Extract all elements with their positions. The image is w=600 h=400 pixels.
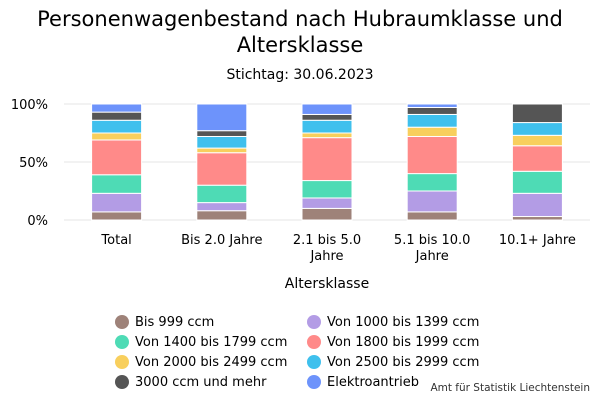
bar-segment bbox=[196, 103, 248, 132]
chart-title: Personenwagenbestand nach Hubraumklasse … bbox=[37, 7, 563, 57]
legend-swatch bbox=[115, 315, 129, 329]
bar-segment bbox=[196, 135, 248, 149]
bar-segment bbox=[511, 216, 563, 221]
legend-item[interactable]: Von 2500 bis 2999 ccm bbox=[307, 353, 507, 371]
bar-segment bbox=[511, 192, 563, 218]
legend-item[interactable]: Von 2000 bis 2499 ccm bbox=[115, 353, 307, 371]
legend-label: Von 2500 bis 2999 ccm bbox=[327, 354, 480, 370]
bar-segment bbox=[301, 207, 353, 221]
bar-segment bbox=[91, 139, 143, 176]
bar-segment bbox=[406, 135, 458, 175]
chart-subtitle: Stichtag: 30.06.2023 bbox=[226, 67, 374, 83]
legend-item[interactable]: Von 1400 bis 1799 ccm bbox=[115, 333, 307, 351]
legend-swatch bbox=[307, 315, 321, 329]
bar-segment bbox=[511, 145, 563, 172]
bar-segment bbox=[91, 211, 143, 221]
bar-segment bbox=[511, 170, 563, 194]
bar-segment bbox=[196, 210, 248, 221]
bar-segment bbox=[406, 113, 458, 128]
bar-segment bbox=[196, 184, 248, 204]
legend-item[interactable]: Elektroantrieb bbox=[307, 373, 507, 391]
legend-swatch bbox=[115, 355, 129, 369]
legend-label: 3000 ccm und mehr bbox=[135, 374, 267, 390]
x-tick-label: Bis 2.0 Jahre bbox=[181, 233, 262, 248]
bar-segment bbox=[406, 106, 458, 115]
bar-segment bbox=[91, 103, 143, 113]
bar-segment bbox=[301, 103, 353, 115]
bar-segment bbox=[91, 132, 143, 141]
bar-segment bbox=[301, 113, 353, 121]
legend-label: Von 2000 bis 2499 ccm bbox=[135, 354, 288, 370]
bar-segment bbox=[91, 192, 143, 213]
legend-swatch bbox=[307, 335, 321, 349]
legend-label: Von 1400 bis 1799 ccm bbox=[135, 334, 288, 350]
y-tick-label: 0% bbox=[27, 214, 48, 229]
legend-label: Bis 999 ccm bbox=[135, 314, 215, 330]
bar-segment bbox=[196, 152, 248, 186]
bar-segment bbox=[301, 180, 353, 199]
bar-segment bbox=[91, 119, 143, 134]
y-tick-label: 100% bbox=[11, 98, 48, 113]
bar-segment bbox=[406, 211, 458, 221]
legend-label: Elektroantrieb bbox=[327, 374, 419, 390]
bar-segment bbox=[406, 190, 458, 213]
legend-swatch bbox=[115, 335, 129, 349]
bar-segment bbox=[91, 174, 143, 194]
legend-item[interactable]: Von 1000 bis 1399 ccm bbox=[307, 313, 507, 331]
bar-segment bbox=[511, 103, 563, 124]
bar-segment bbox=[196, 202, 248, 212]
x-tick-label: 5.1 bis 10.0 Jahre bbox=[394, 233, 471, 264]
legend-item[interactable]: Von 1800 bis 1999 ccm bbox=[307, 333, 507, 351]
x-tick-label: Total bbox=[100, 233, 131, 248]
bar-segment bbox=[301, 197, 353, 209]
source-credit: Amt für Statistik Liechtenstein bbox=[430, 382, 590, 394]
legend-label: Von 1800 bis 1999 ccm bbox=[327, 334, 480, 350]
bar-segment bbox=[511, 122, 563, 136]
legend-swatch bbox=[115, 375, 129, 389]
bar-segment bbox=[196, 130, 248, 137]
bar-segment bbox=[301, 119, 353, 134]
bar-segment bbox=[301, 132, 353, 139]
legend-item[interactable]: 3000 ccm und mehr bbox=[115, 373, 307, 391]
bar-segment bbox=[406, 103, 458, 108]
bar-segment bbox=[301, 137, 353, 182]
x-axis-label: Altersklasse bbox=[285, 276, 369, 292]
y-tick-label: 50% bbox=[19, 156, 48, 171]
bar-segment bbox=[91, 111, 143, 121]
legend-label: Von 1000 bis 1399 ccm bbox=[327, 314, 480, 330]
bar-segment bbox=[196, 147, 248, 154]
bar-segment bbox=[406, 126, 458, 137]
legend-swatch bbox=[307, 375, 321, 389]
bar-segment bbox=[406, 173, 458, 192]
legend-item[interactable]: Bis 999 ccm bbox=[115, 313, 307, 331]
x-tick-label: 2.1 bis 5.0 Jahre bbox=[293, 233, 361, 264]
chart-legend: Bis 999 ccm Von 1000 bis 1399 ccm Von 1400… bbox=[115, 313, 515, 391]
bar-segment bbox=[511, 134, 563, 147]
legend-swatch bbox=[307, 355, 321, 369]
x-tick-label: 10.1+ Jahre bbox=[499, 233, 576, 248]
